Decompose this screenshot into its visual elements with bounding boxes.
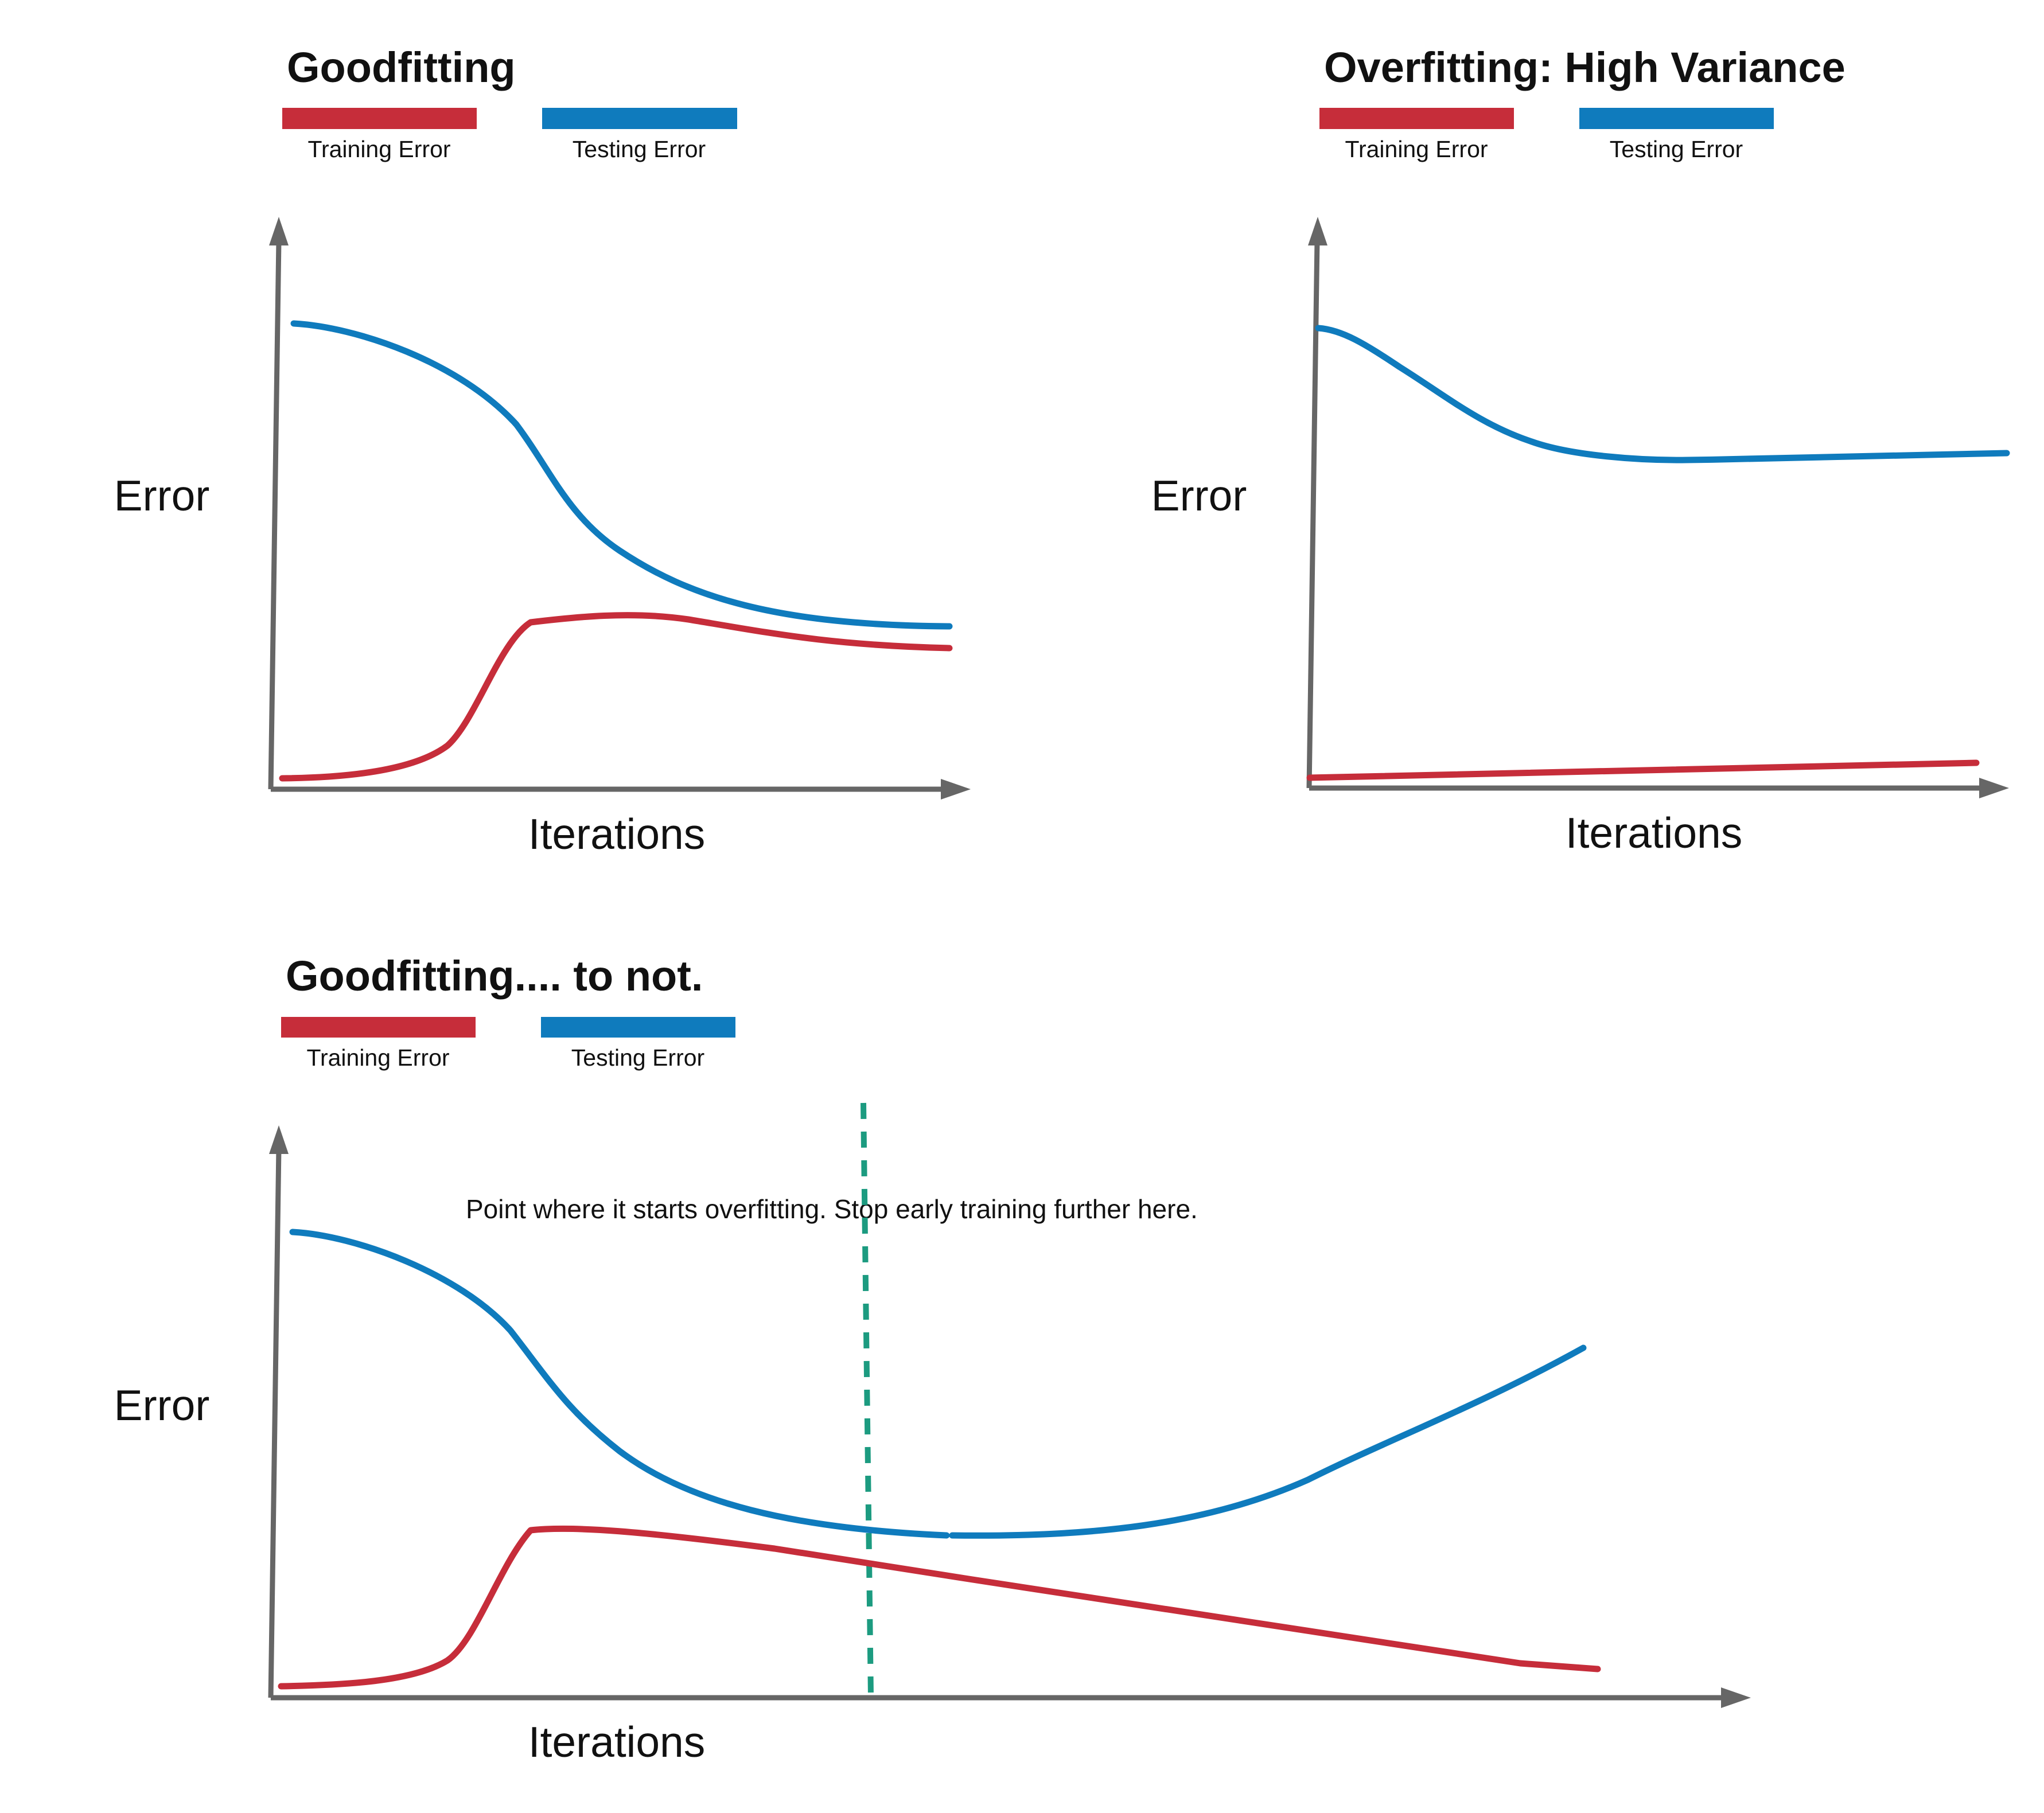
panel-title-goodfitting-to-not: Goodfitting.... to not. (286, 952, 703, 1000)
annotation-early-stopping: Point where it starts overfitting. Stop … (466, 1194, 1198, 1224)
x-axis-arrow-icon (1721, 1687, 1751, 1708)
legend-swatch-training (282, 108, 477, 129)
legend-label-training: Training Error (306, 1044, 449, 1071)
legend-label-training: Training Error (1345, 136, 1488, 162)
y-axis (1306, 240, 1320, 789)
panel-title-goodfitting: Goodfitting (287, 44, 516, 91)
y-axis-label: Error (114, 1381, 210, 1429)
series-testing-error-rising (949, 1344, 1587, 1539)
legend-label-training: Training Error (307, 136, 450, 162)
y-axis-arrow-icon (269, 217, 289, 245)
series-testing-error (1315, 325, 2010, 463)
axes: Error Iterations (114, 1125, 1751, 1766)
legend-swatch-testing (1579, 108, 1774, 129)
y-axis-arrow-icon (269, 1125, 289, 1154)
legend-label-testing: Testing Error (1610, 136, 1743, 162)
legend-swatch-testing (541, 1017, 735, 1038)
series-testing-error (290, 320, 953, 630)
axes: Error Iterations (114, 217, 971, 858)
axes: Error Iterations (1151, 217, 2009, 857)
series-testing-error (289, 1229, 950, 1539)
x-axis-arrow-icon (1979, 778, 2009, 798)
series-training-error (1306, 759, 1980, 781)
x-axis-arrow-icon (941, 779, 971, 800)
y-axis (268, 1148, 282, 1698)
panel-overfitting: Overfitting: High Variance Training Erro… (1151, 44, 2010, 857)
early-stopping-line (861, 1102, 874, 1697)
legend-swatch-training (1319, 108, 1514, 129)
x-axis-label: Iterations (528, 1718, 706, 1766)
panel-goodfitting-to-not: Goodfitting.... to not. Training Error T… (114, 952, 1751, 1766)
series-training-error (278, 1525, 1601, 1690)
panel-goodfitting: Goodfitting Training Error Testing Error… (114, 44, 971, 858)
y-axis (268, 240, 282, 790)
legend: Training Error Testing Error (1319, 108, 1774, 162)
y-axis-label: Error (1151, 471, 1247, 520)
series-training-error (279, 612, 953, 782)
legend-swatch-training (281, 1017, 476, 1038)
x-axis-label: Iterations (528, 810, 706, 858)
y-axis-arrow-icon (1308, 217, 1327, 245)
legend-label-testing: Testing Error (573, 136, 706, 162)
legend: Training Error Testing Error (281, 1017, 735, 1071)
legend: Training Error Testing Error (282, 108, 737, 162)
legend-swatch-testing (542, 108, 737, 129)
legend-label-testing: Testing Error (571, 1044, 704, 1071)
x-axis-label: Iterations (1566, 809, 1743, 857)
y-axis-label: Error (114, 471, 210, 520)
panel-title-overfitting: Overfitting: High Variance (1324, 44, 1846, 91)
